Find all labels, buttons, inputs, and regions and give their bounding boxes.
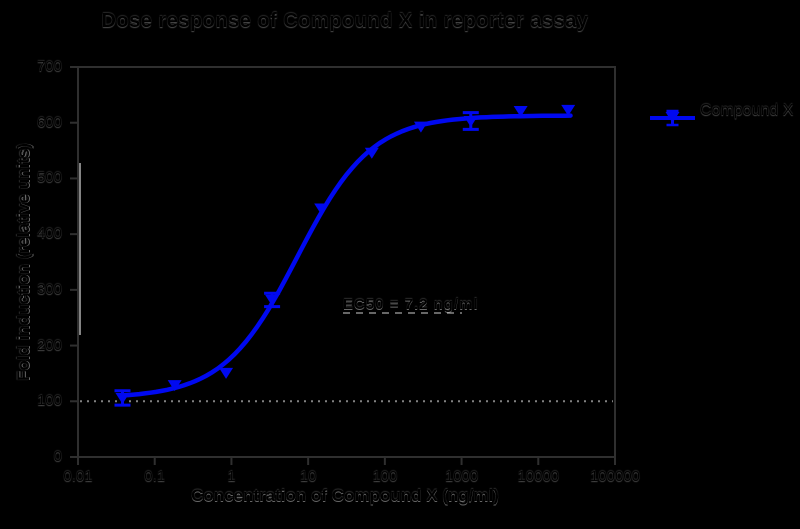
y-tick-label: 300 — [36, 280, 62, 298]
data-point-triangle — [167, 380, 182, 392]
ec50-annotation: EC50 = 7.2 ng/ml — [343, 296, 479, 313]
data-point-triangle — [314, 203, 329, 215]
x-axis-label: Concentration of Compound X (ng/ml) — [191, 486, 499, 505]
data-point-triangle — [364, 147, 379, 159]
x-tick-label: 1 — [227, 468, 236, 485]
y-tick-label: 600 — [36, 113, 62, 131]
x-tick-label: 0.1 — [144, 468, 166, 485]
chart-title: Dose response of Compound X in reporter … — [101, 10, 589, 32]
y-tick-label: 700 — [36, 58, 62, 75]
legend-label: Compound X — [700, 102, 794, 119]
x-tick-label: 100 — [372, 468, 398, 485]
y-tick-label: 400 — [36, 225, 62, 243]
data-point-triangle — [561, 104, 576, 116]
y-tick-label: 200 — [36, 336, 62, 354]
data-point-triangle — [115, 392, 130, 404]
data-point-triangle — [265, 294, 280, 306]
y-tick-label: 500 — [36, 169, 62, 187]
data-point-triangle — [463, 116, 478, 128]
fit-curve — [120, 113, 573, 398]
x-tick-label: 0.01 — [63, 468, 93, 485]
x-tick-label: 1000 — [444, 468, 479, 485]
x-tick-label: 10 — [299, 468, 317, 485]
y-tick-label: 100 — [36, 392, 62, 410]
data-point-triangle — [413, 121, 428, 133]
y-tick-label: 0 — [53, 448, 62, 465]
data-point-triangle — [219, 367, 234, 379]
plot-frame — [77, 66, 616, 458]
x-tick-label: 100000 — [589, 468, 641, 485]
x-tick-label: 10000 — [517, 468, 560, 485]
legend-triangle-marker — [665, 112, 680, 123]
data-point-triangle — [513, 106, 528, 118]
